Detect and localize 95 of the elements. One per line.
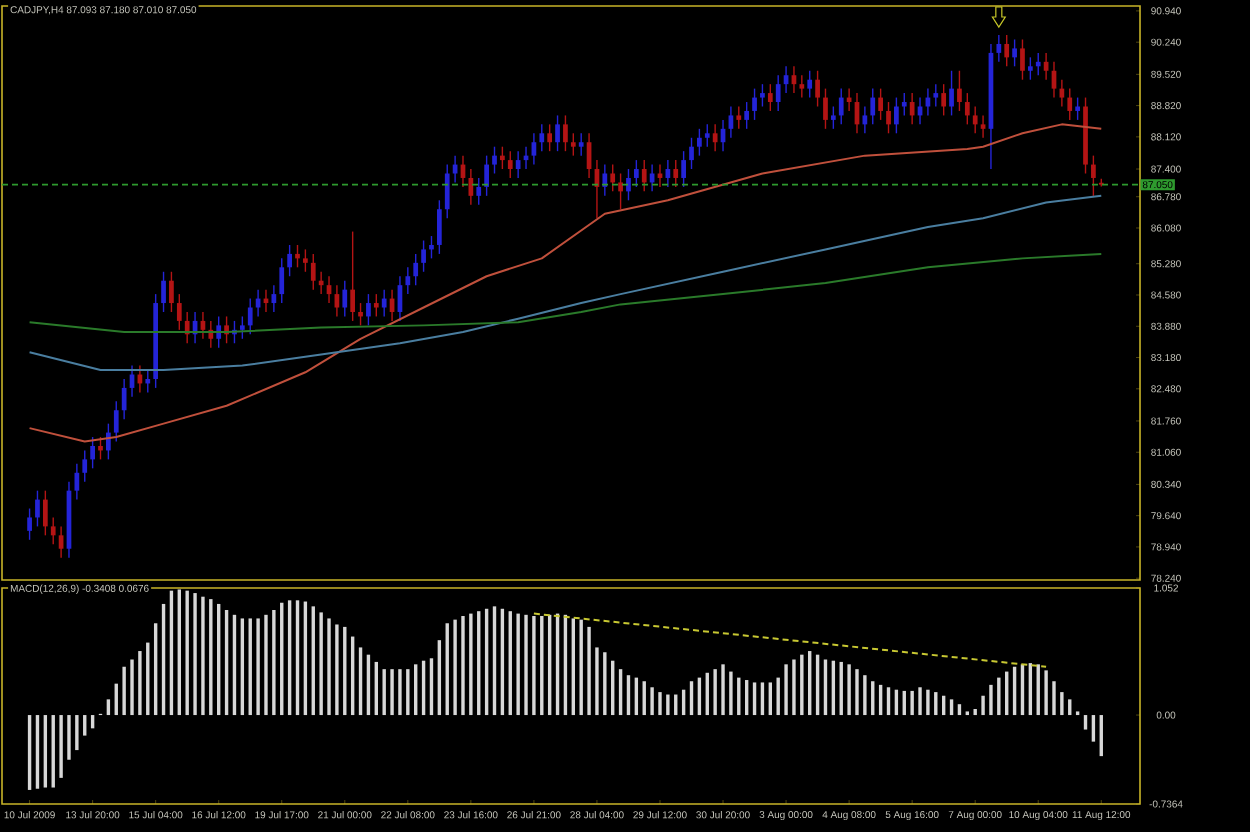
candlestick: [413, 253, 419, 286]
candlestick: [476, 177, 482, 206]
candlestick: [90, 436, 95, 470]
candlestick: [941, 83, 947, 117]
candlestick: [578, 132, 584, 157]
candlestick: [909, 92, 915, 126]
candlestick: [287, 244, 292, 277]
candlestick: [507, 150, 513, 179]
candlestick: [618, 172, 623, 210]
candlestick: [767, 83, 773, 112]
candlestick: [381, 288, 387, 318]
candlestick: [894, 96, 899, 134]
candlestick: [216, 315, 222, 349]
candlestick: [570, 132, 576, 157]
candlestick: [247, 297, 253, 336]
candlestick: [633, 159, 639, 188]
candlestick: [830, 105, 836, 130]
candlestick: [641, 159, 647, 193]
candlestick: [121, 378, 127, 420]
candlestick: [500, 146, 505, 170]
candlestick: [799, 74, 805, 99]
candlestick: [996, 34, 1002, 63]
candlestick: [752, 87, 757, 121]
candlestick: [1020, 38, 1025, 81]
candlestick: [1012, 38, 1017, 67]
candlestick: [712, 123, 718, 152]
candlestick: [98, 436, 103, 461]
candlestick: [350, 230, 356, 322]
candlestick: [161, 271, 166, 313]
candlestick: [870, 87, 876, 126]
candlestick: [964, 92, 970, 126]
candlestick: [697, 128, 702, 157]
candlestick: [35, 489, 40, 528]
candlestick: [436, 199, 442, 255]
candlestick: [484, 154, 489, 197]
candlestick: [50, 516, 56, 545]
candlestick: [681, 150, 686, 188]
candlestick: [823, 87, 828, 130]
candlestick: [949, 70, 954, 117]
candlestick: [980, 114, 986, 139]
candlestick: [933, 83, 939, 108]
candlestick: [602, 163, 608, 197]
candlestick: [373, 293, 379, 318]
candlestick: [626, 168, 631, 201]
candlestick: [815, 70, 820, 108]
candlestick: [878, 87, 883, 121]
candlestick: [303, 248, 308, 273]
candlestick: [760, 83, 765, 108]
candlestick: [704, 123, 710, 148]
candlestick: [555, 114, 560, 152]
candlestick: [492, 146, 497, 175]
candlestick: [1067, 87, 1073, 121]
candlestick: [775, 74, 781, 112]
line-series: [28, 194, 1103, 372]
candlestick: [901, 92, 907, 117]
candlestick: [113, 400, 119, 443]
candlestick: [342, 280, 348, 318]
candlestick: [547, 123, 553, 152]
candlestick: [515, 150, 521, 179]
candlestick: [310, 253, 316, 291]
candlestick: [295, 244, 300, 268]
line-series: [28, 252, 1103, 334]
candlestick: [610, 163, 616, 193]
candlestick: [42, 489, 48, 537]
candlestick: [429, 235, 434, 260]
candlestick: [886, 101, 891, 134]
candlestick: [972, 105, 978, 134]
candlestick: [1091, 154, 1096, 197]
line-series: [28, 123, 1103, 443]
candlestick: [318, 271, 324, 295]
candlestick: [279, 257, 285, 304]
candlestick: [27, 507, 32, 541]
candlestick: [82, 449, 88, 483]
candlestick: [444, 163, 450, 219]
candlestick: [539, 123, 545, 152]
candlestick: [1075, 96, 1080, 121]
candlestick: [807, 70, 813, 99]
candlestick: [838, 87, 844, 126]
candlestick: [1027, 56, 1033, 81]
candlestick: [366, 293, 371, 327]
candlestick: [421, 239, 426, 273]
candlestick: [673, 159, 679, 188]
candlestick: [689, 137, 694, 170]
candlestick: [176, 293, 182, 331]
candlestick: [1035, 52, 1041, 76]
candlestick: [358, 302, 363, 327]
candlestick: [145, 369, 151, 394]
candlestick: [563, 114, 568, 152]
candlestick: [736, 105, 742, 130]
candlestick: [1004, 34, 1010, 67]
candlestick: [169, 271, 174, 313]
candlestick: [239, 315, 245, 340]
candlestick: [744, 101, 750, 130]
candlestick: [957, 70, 962, 112]
candlestick: [405, 266, 411, 295]
